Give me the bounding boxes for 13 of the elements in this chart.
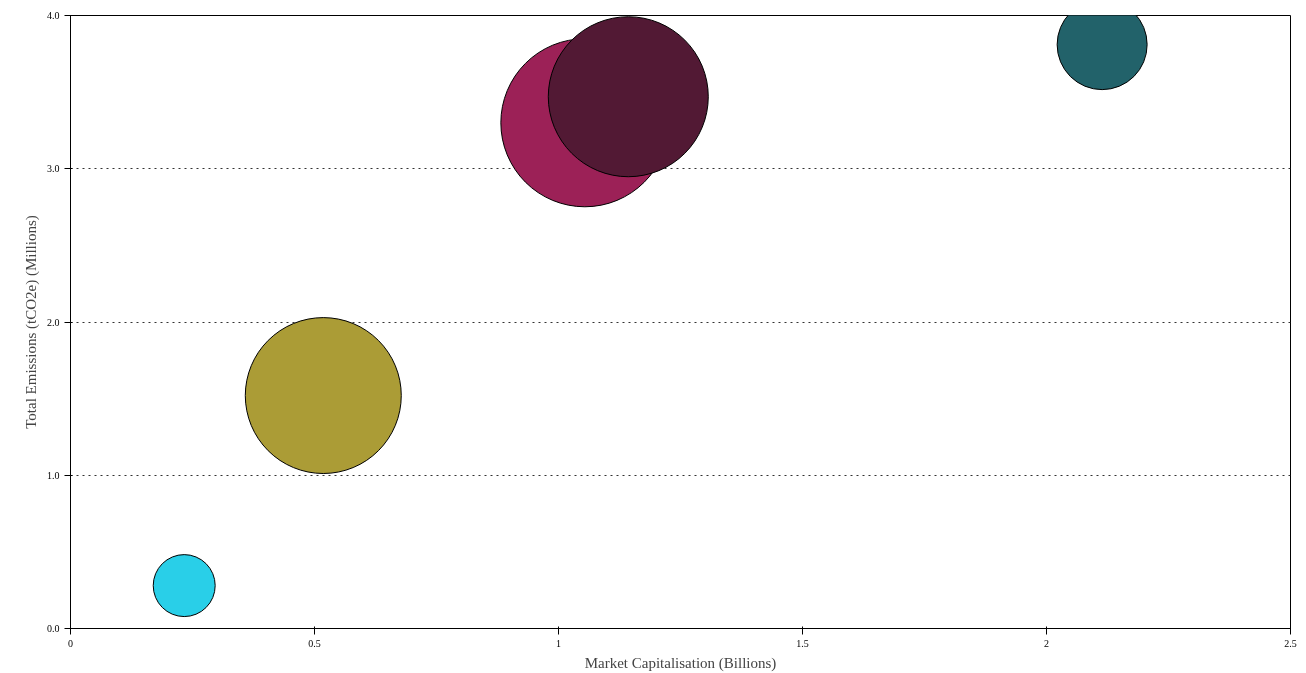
x-tick-label: 2.5 [1284,637,1297,649]
y-tick-label: 4.0 [47,10,60,21]
y-tick-label: 1.0 [47,469,60,481]
y-tick-label: 3.0 [47,163,60,175]
x-tick-label: 1.5 [796,637,809,649]
x-tick-label: 0.5 [308,637,321,649]
x-tick-label: 2 [1044,637,1049,649]
x-tick-label: 1 [556,637,561,649]
y-tick-label: 2.0 [47,316,60,328]
x-tick-label: 0 [68,637,73,649]
y-axis-title: Total Emissions (tCO2e) (Millions) [23,215,40,429]
x-axis-title: Market Capitalisation (Billions) [584,654,777,672]
y-tick-label: 0.0 [47,623,60,634]
